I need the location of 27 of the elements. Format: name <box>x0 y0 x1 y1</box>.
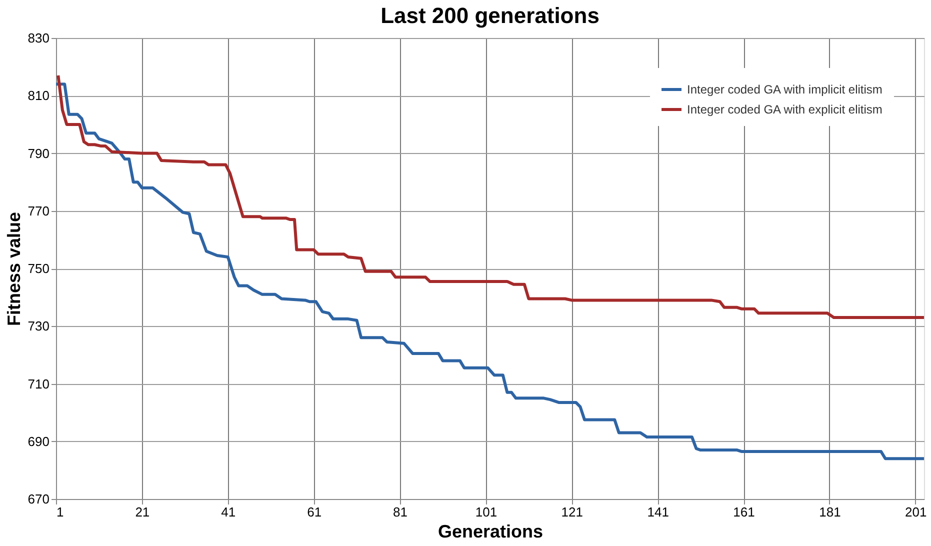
y-tick-label: 730 <box>28 318 50 334</box>
y-tick-label: 770 <box>28 203 50 218</box>
x-tick-label: 41 <box>221 504 236 520</box>
y-tick-label: 790 <box>28 146 50 161</box>
x-tick-label: 141 <box>647 504 669 520</box>
x-tick-label: 81 <box>393 504 408 520</box>
y-tick-label: 830 <box>28 30 50 46</box>
x-tick-label: 61 <box>307 504 322 520</box>
x-tick-label: 1 <box>56 504 64 520</box>
y-tick-label: 810 <box>28 88 50 104</box>
y-tick-label: 750 <box>28 261 50 276</box>
x-tick-label: 21 <box>135 504 150 520</box>
y-tick-label: 690 <box>28 434 50 449</box>
y-tick-label: 670 <box>28 492 50 506</box>
x-tick-label: 121 <box>561 504 583 520</box>
x-axis-title: Generations <box>438 522 544 542</box>
y-tick-label: 710 <box>28 376 50 392</box>
x-tick-label: 201 <box>905 504 927 520</box>
legend-label: Integer coded GA with implicit elitism <box>687 82 882 96</box>
legend-label: Integer coded GA with explicit elitism <box>687 102 882 116</box>
y-axis-title: Fitness value <box>4 212 24 326</box>
chart-title: Last 200 generations <box>380 3 600 28</box>
x-tick-label: 161 <box>733 504 755 520</box>
line-series <box>56 74 926 319</box>
x-tick-label: 181 <box>819 504 841 520</box>
x-tick-label: 101 <box>475 504 498 520</box>
line-series <box>54 82 926 460</box>
